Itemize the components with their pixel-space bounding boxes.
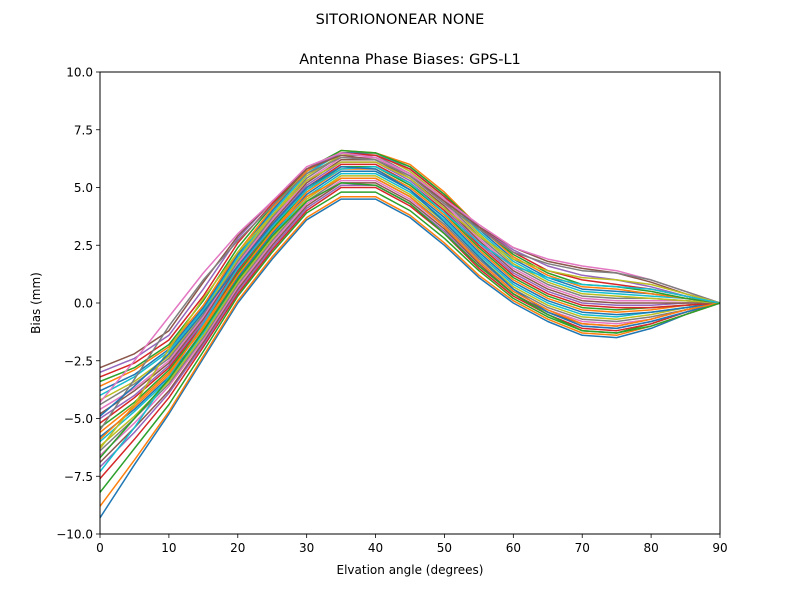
series-line-28 — [99, 156, 721, 431]
x-tick-label: 40 — [368, 541, 383, 555]
x-tick-label: 20 — [230, 541, 245, 555]
series-line-29 — [99, 161, 721, 449]
series-line-12 — [99, 168, 721, 433]
y-axis: −10.0 −7.5 −5.0 −2.5 0.0 2.5 5.0 7.5 10.0 — [56, 66, 100, 542]
x-tick-label: 10 — [161, 541, 176, 555]
x-tick-label: 90 — [712, 541, 727, 555]
x-tick-label: 60 — [506, 541, 521, 555]
series-line-24 — [99, 152, 721, 378]
series-line-32 — [99, 177, 721, 440]
series-line-31 — [99, 165, 721, 417]
series-line-9 — [99, 175, 721, 447]
x-axis: 0 10 20 30 40 50 60 70 80 90 — [96, 534, 728, 555]
plot-area — [99, 71, 721, 535]
y-axis-label: Bias (mm) — [29, 272, 43, 334]
x-axis-label: Elvation angle (degrees) — [337, 563, 484, 577]
series-line-10 — [99, 172, 721, 443]
y-tick-label: 5.0 — [74, 181, 93, 195]
series-line-4 — [99, 186, 721, 480]
series-line-15 — [99, 161, 720, 420]
y-tick-label: 0.0 — [74, 297, 93, 311]
y-tick-label: −7.5 — [64, 470, 93, 484]
series-line-7 — [99, 179, 721, 457]
series-line-22 — [99, 149, 721, 387]
series-layer — [99, 149, 721, 519]
y-tick-label: 7.5 — [74, 123, 93, 137]
series-line-2 — [99, 195, 721, 507]
series-line-30 — [99, 165, 721, 473]
y-tick-label: 2.5 — [74, 239, 93, 253]
x-tick-label: 0 — [96, 541, 104, 555]
chart-title: Antenna Phase Biases: GPS-L1 — [299, 52, 521, 68]
y-tick-label: −10.0 — [56, 528, 93, 542]
series-line-27 — [99, 152, 721, 403]
x-tick-label: 50 — [437, 541, 452, 555]
x-tick-label: 30 — [299, 541, 314, 555]
series-line-1 — [99, 198, 721, 519]
y-tick-label: 10.0 — [66, 66, 93, 80]
x-tick-label: 70 — [575, 541, 590, 555]
x-tick-label: 80 — [643, 541, 658, 555]
y-tick-label: −2.5 — [64, 354, 93, 368]
series-line-33 — [99, 182, 721, 459]
figure-suptitle: SITORIONONEAR NONE — [316, 12, 485, 28]
y-tick-label: −5.0 — [64, 412, 93, 426]
